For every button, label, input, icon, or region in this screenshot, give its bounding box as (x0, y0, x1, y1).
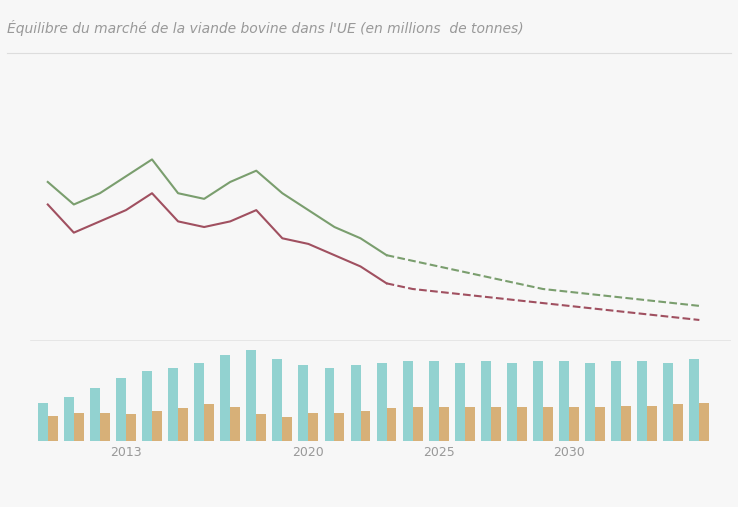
Bar (361, 411, 370, 441)
Bar (689, 359, 700, 441)
Bar (429, 361, 438, 441)
Bar (507, 363, 517, 441)
Bar (325, 368, 334, 441)
Bar (465, 407, 475, 441)
Bar (647, 406, 657, 441)
Bar (700, 403, 709, 441)
Bar (204, 405, 214, 441)
Bar (38, 403, 48, 441)
Bar (90, 388, 100, 441)
Bar (569, 407, 579, 441)
Bar (595, 407, 605, 441)
Bar (543, 407, 553, 441)
Bar (178, 408, 188, 441)
Bar (194, 363, 204, 441)
Bar (100, 413, 110, 441)
Bar (387, 408, 396, 441)
Bar (308, 413, 318, 441)
Bar (283, 417, 292, 441)
Bar (142, 371, 152, 441)
Bar (455, 363, 465, 441)
Bar (221, 355, 230, 441)
Bar (403, 361, 413, 441)
Bar (272, 359, 283, 441)
Bar (413, 407, 423, 441)
Bar (152, 411, 162, 441)
Bar (64, 396, 74, 441)
Bar (585, 363, 595, 441)
Bar (638, 361, 647, 441)
Bar (334, 413, 345, 441)
Bar (74, 413, 83, 441)
Bar (438, 407, 449, 441)
Bar (246, 350, 256, 441)
Bar (230, 407, 240, 441)
Bar (116, 378, 126, 441)
Bar (533, 361, 543, 441)
Bar (126, 415, 136, 441)
Bar (376, 363, 387, 441)
Bar (621, 406, 631, 441)
Bar (491, 407, 501, 441)
Bar (168, 368, 178, 441)
Bar (611, 361, 621, 441)
Bar (256, 415, 266, 441)
Bar (298, 365, 308, 441)
Bar (48, 416, 58, 441)
Bar (351, 365, 361, 441)
Bar (673, 405, 683, 441)
Text: Équilibre du marché de la viande bovine dans l'UE (en millions  de tonnes): Équilibre du marché de la viande bovine … (7, 20, 524, 37)
Bar (559, 361, 569, 441)
Bar (517, 407, 527, 441)
Bar (663, 363, 673, 441)
Bar (481, 361, 491, 441)
